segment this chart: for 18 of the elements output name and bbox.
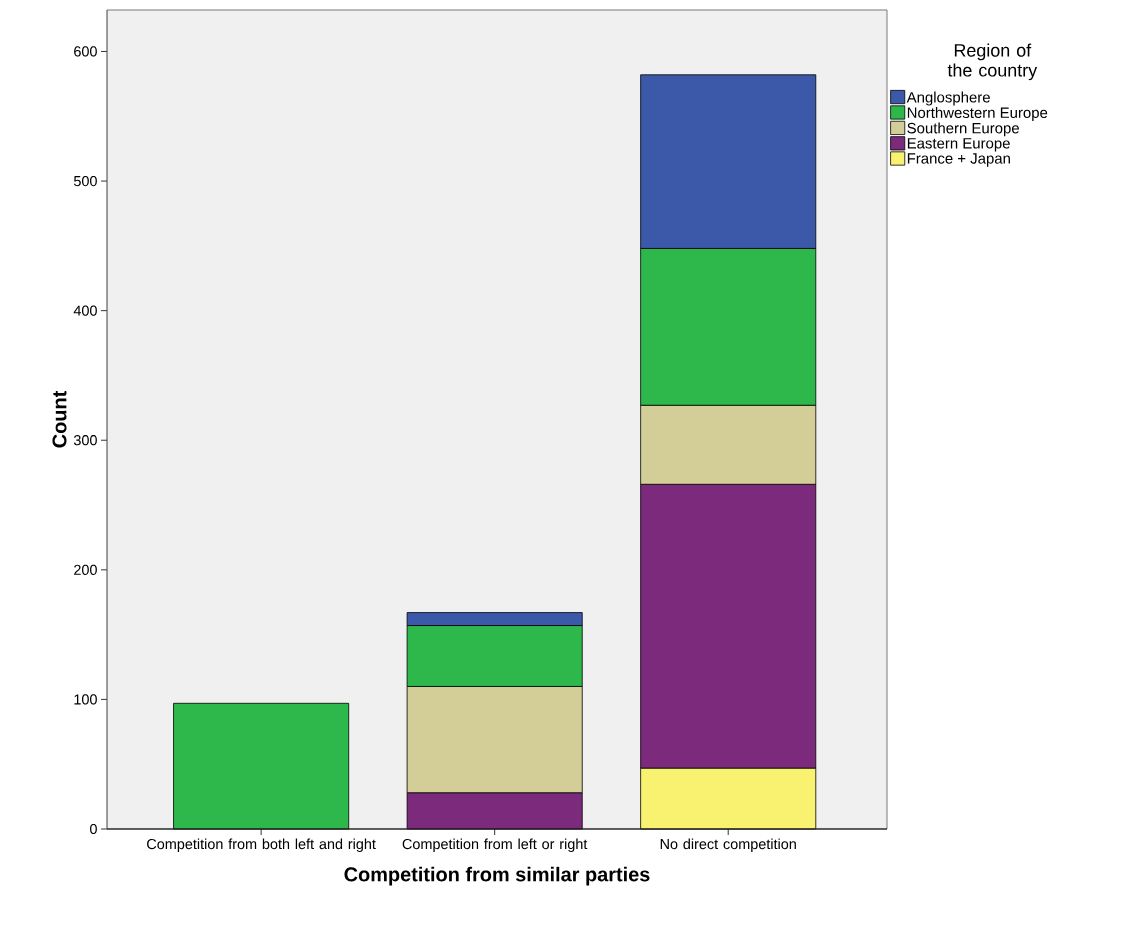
y-tick-label: 300: [73, 435, 97, 446]
legend-label: France + Japan: [907, 153, 1010, 167]
y-tick-label: 500: [73, 175, 97, 187]
y-tick-label: 600: [74, 46, 97, 57]
y-axis-title: Count: [52, 390, 67, 448]
x-tick-label: Competition from left or right: [402, 838, 588, 852]
legend-label: Eastern Europe: [907, 138, 1010, 152]
y-tick-label: 200: [74, 564, 97, 575]
y-tick-label: 0: [90, 823, 97, 835]
legend-label: Southern Europe: [907, 122, 1019, 137]
legend-label: Anglosphere: [906, 91, 990, 106]
legend-label: Northwestern Europe: [907, 107, 1048, 121]
x-axis-title: Competition from similar parties: [344, 866, 650, 886]
x-tick-label: Competition from both left and right: [147, 838, 376, 852]
y-tick-label: 400: [73, 305, 97, 316]
y-tick-label: 100: [74, 694, 97, 705]
legend-title: Region of the country: [947, 43, 1038, 81]
x-tick-label: No direct competition: [660, 838, 796, 852]
